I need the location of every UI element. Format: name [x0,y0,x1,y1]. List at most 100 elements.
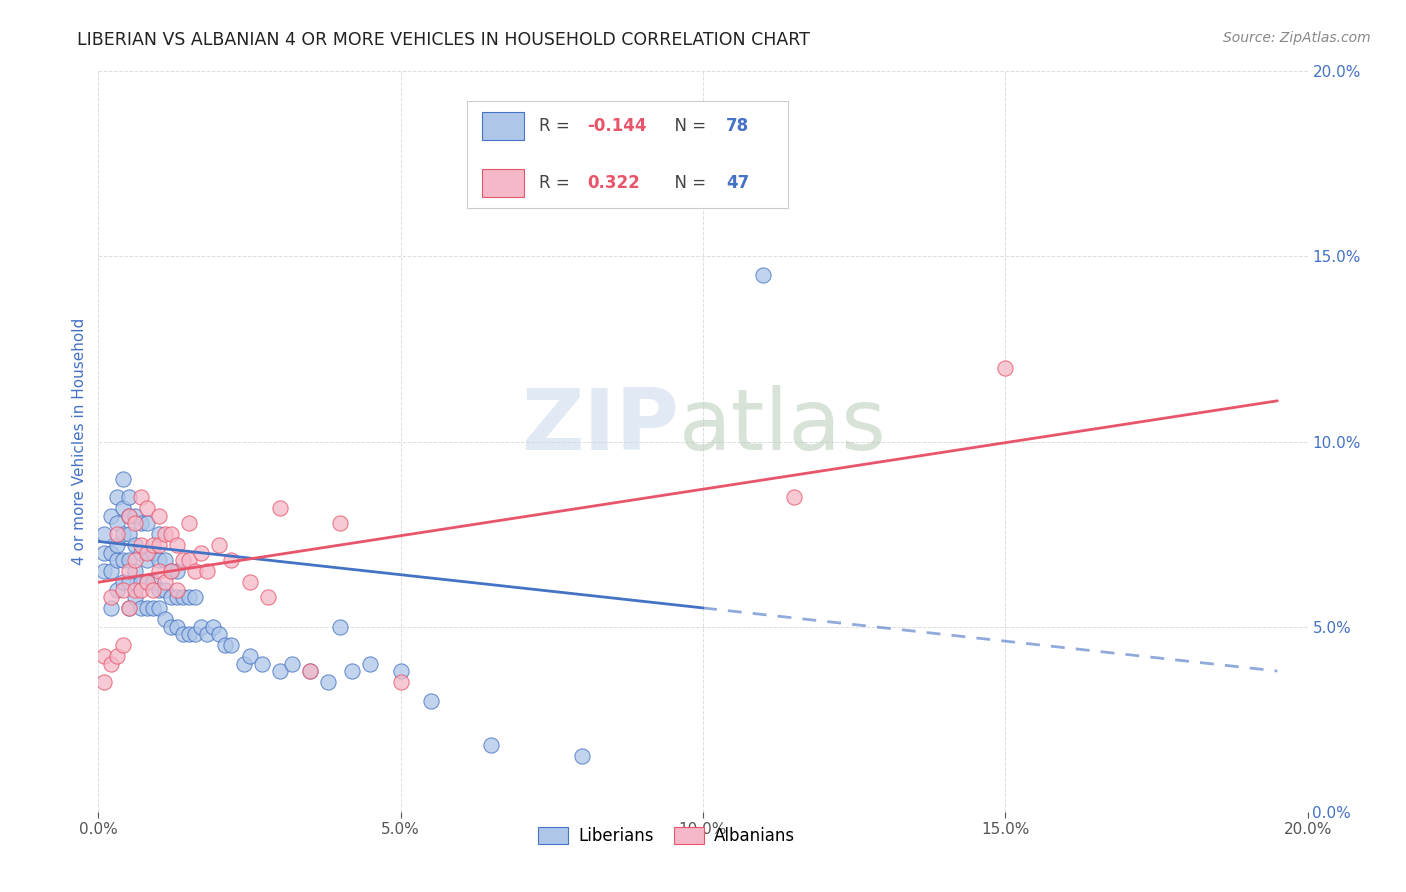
Point [111,638,134,652]
Point [105,553,128,567]
Point [184,627,207,641]
Text: N =: N = [664,117,711,136]
Point [118,575,141,590]
Point [124,590,146,604]
Point [124,538,146,552]
Point [166,582,188,597]
Point [389,675,412,690]
Text: LIBERIAN VS ALBANIAN 4 OR MORE VEHICLES IN HOUSEHOLD CORRELATION CHART: LIBERIAN VS ALBANIAN 4 OR MORE VEHICLES … [77,31,810,49]
Point [166,619,188,633]
FancyBboxPatch shape [482,112,524,140]
Point [93,675,115,690]
Point [118,508,141,523]
Point [148,527,170,541]
Point [142,538,165,552]
Point [179,627,201,641]
Point [752,268,775,282]
Point [142,582,165,597]
Point [118,508,141,523]
Point [571,749,593,764]
Point [269,664,291,678]
Text: R =: R = [538,117,575,136]
Point [153,553,176,567]
Point [148,582,170,597]
Point [783,490,806,504]
Point [129,601,152,615]
Point [160,564,183,578]
Point [202,619,225,633]
Point [389,664,412,678]
Point [329,516,352,530]
Point [111,575,134,590]
Text: atlas: atlas [679,385,887,468]
Point [105,538,128,552]
Point [179,590,201,604]
Point [124,564,146,578]
Point [129,575,152,590]
Point [105,516,128,530]
Point [118,601,141,615]
Point [160,564,183,578]
Point [299,664,322,678]
Point [118,601,141,615]
Point [135,553,157,567]
FancyBboxPatch shape [467,101,787,209]
Point [329,619,352,633]
Point [994,360,1017,375]
Point [172,553,194,567]
Point [166,538,188,552]
Point [269,501,291,516]
FancyBboxPatch shape [482,169,524,197]
Point [148,601,170,615]
Point [105,527,128,541]
Point [190,545,212,560]
Point [166,590,188,604]
Point [135,501,157,516]
Point [118,527,141,541]
Point [239,649,262,664]
Point [129,490,152,504]
Point [221,638,243,652]
Point [481,738,503,752]
Point [124,508,146,523]
Legend: Liberians, Albanians: Liberians, Albanians [531,820,801,852]
Text: -0.144: -0.144 [586,117,647,136]
Y-axis label: 4 or more Vehicles in Household: 4 or more Vehicles in Household [72,318,87,566]
Point [148,553,170,567]
Point [105,649,128,664]
Point [111,527,134,541]
Point [100,657,122,671]
Point [172,627,194,641]
Point [93,545,115,560]
Point [100,601,122,615]
Point [208,627,231,641]
Point [118,490,141,504]
Point [142,575,165,590]
Text: ZIP: ZIP [522,385,679,468]
Point [93,527,115,541]
Point [111,553,134,567]
Point [160,619,183,633]
Point [118,564,141,578]
Point [93,649,115,664]
Point [190,619,212,633]
Point [105,490,128,504]
Point [166,564,188,578]
Point [129,582,152,597]
Point [100,508,122,523]
Point [142,601,165,615]
Point [179,553,201,567]
Point [184,564,207,578]
Point [153,612,176,626]
Text: 0.322: 0.322 [586,174,640,192]
Point [124,582,146,597]
Point [172,590,194,604]
Point [316,675,339,690]
Point [135,575,157,590]
Point [100,564,122,578]
Point [420,694,443,708]
Point [153,575,176,590]
Text: Source: ZipAtlas.com: Source: ZipAtlas.com [1223,31,1371,45]
Text: 78: 78 [725,117,749,136]
Point [281,657,304,671]
